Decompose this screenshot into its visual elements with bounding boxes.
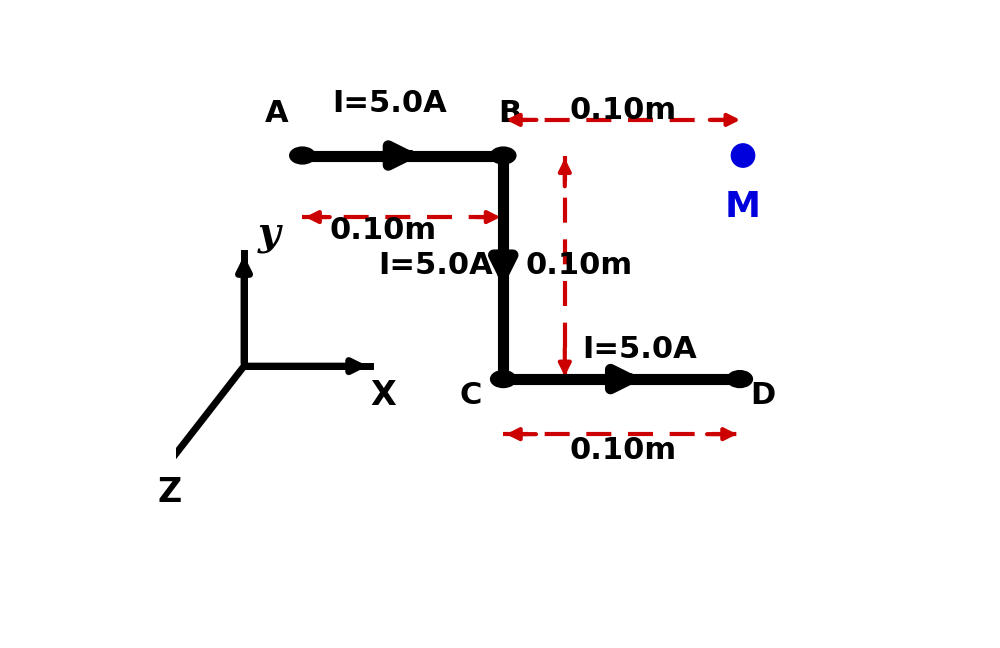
- Ellipse shape: [491, 147, 516, 164]
- Text: Z: Z: [157, 476, 182, 509]
- Text: I=5.0A: I=5.0A: [332, 89, 447, 118]
- Text: I=5.0A: I=5.0A: [582, 336, 697, 364]
- Ellipse shape: [727, 371, 752, 388]
- Text: 0.10m: 0.10m: [570, 436, 677, 465]
- Ellipse shape: [290, 147, 315, 164]
- Text: C: C: [460, 381, 482, 410]
- Text: D: D: [750, 381, 775, 410]
- Text: M: M: [725, 191, 761, 224]
- Text: A: A: [265, 99, 288, 128]
- Ellipse shape: [491, 371, 516, 388]
- Text: 0.10m: 0.10m: [330, 216, 437, 244]
- Text: 0.10m: 0.10m: [570, 96, 677, 124]
- Text: X: X: [370, 379, 396, 411]
- Circle shape: [731, 144, 755, 167]
- Text: I=5.0A: I=5.0A: [378, 251, 493, 280]
- Text: 0.10m: 0.10m: [525, 251, 633, 280]
- Text: y: y: [257, 214, 280, 253]
- Text: B: B: [498, 99, 521, 128]
